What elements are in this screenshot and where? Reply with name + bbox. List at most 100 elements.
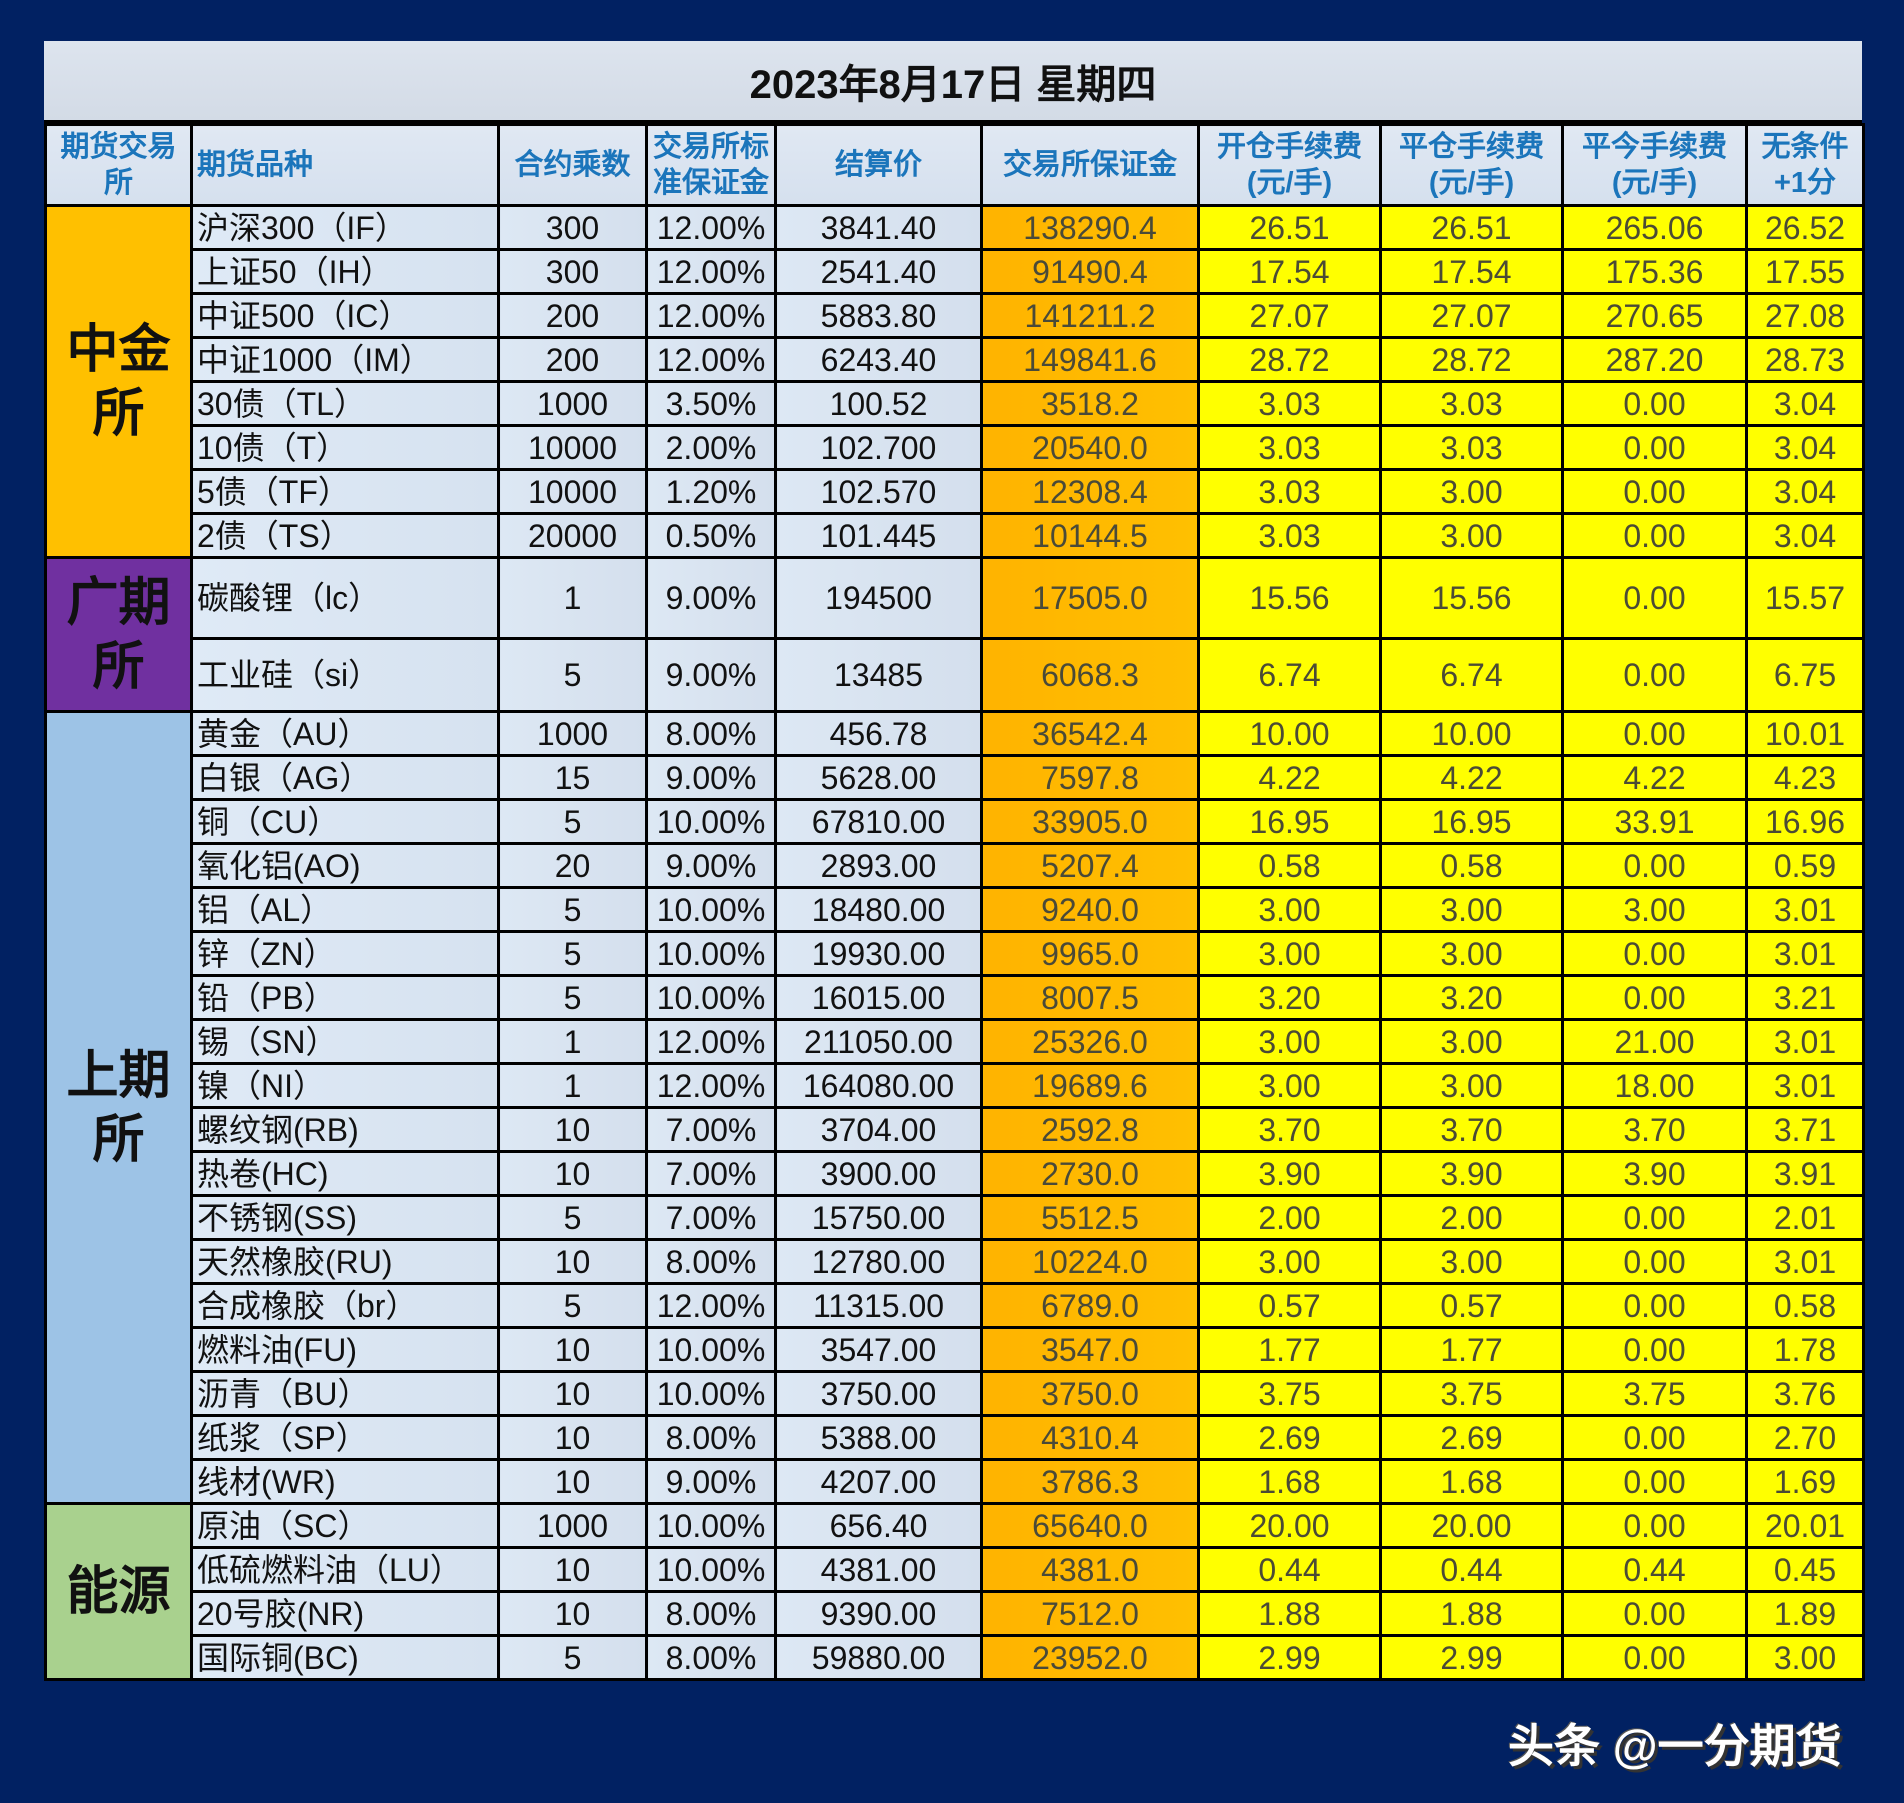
close-fee-cell: 3.00 xyxy=(1379,1062,1564,1109)
multiplier-cell: 300 xyxy=(497,248,648,295)
variety-cell: 铝（AL） xyxy=(190,886,500,933)
table-row: 国际铜(BC) 5 8.00% 59880.00 23952.0 2.99 2.99 0.00… xyxy=(46,1634,1865,1681)
variety-cell: 中证1000（IM） xyxy=(190,336,500,383)
exchange-margin-cell: 3786.3 xyxy=(980,1458,1200,1505)
plus-one-fee-cell: 15.57 xyxy=(1745,556,1865,640)
multiplier-cell: 1000 xyxy=(497,1502,648,1549)
plus-one-fee-cell: 3.71 xyxy=(1745,1106,1865,1153)
variety-cell: 氧化铝(AO) xyxy=(190,842,500,889)
settle-price-cell: 211050.00 xyxy=(774,1018,983,1065)
column-header: 平今手续费 (元/手) xyxy=(1561,123,1748,207)
exchange-margin-cell: 2730.0 xyxy=(980,1150,1200,1197)
settle-price-cell: 19930.00 xyxy=(774,930,983,977)
plus-one-fee-cell: 0.58 xyxy=(1745,1282,1865,1329)
variety-cell: 铅（PB） xyxy=(190,974,500,1021)
close-fee-cell: 3.00 xyxy=(1379,1238,1564,1285)
close-fee-cell: 17.54 xyxy=(1379,248,1564,295)
std-margin-cell: 12.00% xyxy=(645,1062,777,1109)
open-fee-cell: 0.57 xyxy=(1197,1282,1382,1329)
close-today-fee-cell: 0.00 xyxy=(1561,710,1748,757)
table-row: 镍（NI） 1 12.00% 164080.00 19689.6 3.00 3.00 18.0… xyxy=(46,1062,1865,1109)
header-line: (元/手) xyxy=(1428,167,1515,199)
exchange-name: 广期 xyxy=(66,573,171,632)
multiplier-cell: 10000 xyxy=(497,468,648,515)
close-today-fee-cell: 18.00 xyxy=(1561,1062,1748,1109)
open-fee-cell: 26.51 xyxy=(1197,204,1382,251)
variety-cell: 天然橡胶(RU) xyxy=(190,1238,500,1285)
settle-price-cell: 11315.00 xyxy=(774,1282,983,1329)
column-header: 交易所标 准保证金 xyxy=(645,123,777,207)
open-fee-cell: 3.00 xyxy=(1197,1062,1382,1109)
variety-cell: 国际铜(BC) xyxy=(190,1634,500,1681)
open-fee-cell: 2.69 xyxy=(1197,1414,1382,1461)
plus-one-fee-cell: 27.08 xyxy=(1745,292,1865,339)
multiplier-cell: 10000 xyxy=(497,424,648,471)
plus-one-fee-cell: 0.45 xyxy=(1745,1546,1865,1593)
open-fee-cell: 2.99 xyxy=(1197,1634,1382,1681)
open-fee-cell: 28.72 xyxy=(1197,336,1382,383)
exchange-margin-cell: 4310.4 xyxy=(980,1414,1200,1461)
fee-table: 期货交易所期货品种 合约乘数 交易所标 准保证金 结算价 交易所保证金 开仓手续费 (元/手)… xyxy=(44,123,1865,1681)
close-today-fee-cell: 0.00 xyxy=(1561,556,1748,640)
table-row: 中证500（IC） 200 12.00% 5883.80 141211.2 27.07 27… xyxy=(46,292,1865,339)
settle-price-cell: 2541.40 xyxy=(774,248,983,295)
plus-one-fee-cell: 3.01 xyxy=(1745,1062,1865,1109)
table-row: 燃料油(FU) 10 10.00% 3547.00 3547.0 1.77 1.77 0.00… xyxy=(46,1326,1865,1373)
plus-one-fee-cell: 3.01 xyxy=(1745,1018,1865,1065)
multiplier-cell: 10 xyxy=(497,1590,648,1637)
exchange-margin-cell: 141211.2 xyxy=(980,292,1200,339)
std-margin-cell: 9.00% xyxy=(645,754,777,801)
settle-price-cell: 5388.00 xyxy=(774,1414,983,1461)
close-today-fee-cell: 0.00 xyxy=(1561,637,1748,713)
close-fee-cell: 28.72 xyxy=(1379,336,1564,383)
multiplier-cell: 5 xyxy=(497,1194,648,1241)
table-row: 能源 原油（SC） 1000 10.00% 656.40 65640.0 20.00 20.0… xyxy=(44,1502,1865,1681)
close-today-fee-cell: 3.00 xyxy=(1561,886,1748,933)
multiplier-cell: 10 xyxy=(497,1458,648,1505)
plus-one-fee-cell: 1.89 xyxy=(1745,1590,1865,1637)
exchange-margin-cell: 3518.2 xyxy=(980,380,1200,427)
exchange-margin-cell: 19689.6 xyxy=(980,1062,1200,1109)
variety-cell: 5债（TF） xyxy=(190,468,500,515)
plus-one-fee-cell: 2.01 xyxy=(1745,1194,1865,1241)
open-fee-cell: 1.68 xyxy=(1197,1458,1382,1505)
settle-price-cell: 194500 xyxy=(774,556,983,640)
close-today-fee-cell: 0.00 xyxy=(1561,468,1748,515)
table-row: 锡（SN） 1 12.00% 211050.00 25326.0 3.00 3.00 21.0… xyxy=(46,1018,1865,1065)
std-margin-cell: 2.00% xyxy=(645,424,777,471)
open-fee-cell: 16.95 xyxy=(1197,798,1382,845)
plus-one-fee-cell: 1.78 xyxy=(1745,1326,1865,1373)
settle-price-cell: 16015.00 xyxy=(774,974,983,1021)
settle-price-cell: 656.40 xyxy=(774,1502,983,1549)
plus-one-fee-cell: 3.01 xyxy=(1745,1238,1865,1285)
std-margin-cell: 8.00% xyxy=(645,1634,777,1681)
table-row: 5债（TF） 10000 1.20% 102.570 12308.4 3.03 3.00 0.… xyxy=(46,468,1865,515)
close-fee-cell: 1.77 xyxy=(1379,1326,1564,1373)
table-row: 线材(WR) 10 9.00% 4207.00 3786.3 1.68 1.68 0.00 1.… xyxy=(46,1458,1865,1505)
plus-one-fee-cell: 4.23 xyxy=(1745,754,1865,801)
variety-cell: 低硫燃料油（LU） xyxy=(190,1546,500,1593)
exchange-margin-cell: 10144.5 xyxy=(980,512,1200,559)
multiplier-cell: 300 xyxy=(497,204,648,251)
settle-price-cell: 12780.00 xyxy=(774,1238,983,1285)
plus-one-fee-cell: 3.04 xyxy=(1745,468,1865,515)
multiplier-cell: 200 xyxy=(497,336,648,383)
settle-price-cell: 5628.00 xyxy=(774,754,983,801)
close-fee-cell: 26.51 xyxy=(1379,204,1564,251)
settle-price-cell: 3750.00 xyxy=(774,1370,983,1417)
variety-cell: 原油（SC） xyxy=(190,1502,500,1549)
multiplier-cell: 5 xyxy=(497,798,648,845)
std-margin-cell: 10.00% xyxy=(645,798,777,845)
close-fee-cell: 3.70 xyxy=(1379,1106,1564,1153)
close-today-fee-cell: 3.70 xyxy=(1561,1106,1748,1153)
multiplier-cell: 15 xyxy=(497,754,648,801)
open-fee-cell: 15.56 xyxy=(1197,556,1382,640)
close-today-fee-cell: 0.00 xyxy=(1561,1238,1748,1285)
table-row: 螺纹钢(RB) 10 7.00% 3704.00 2592.8 3.70 3.70 3.70 3… xyxy=(46,1106,1865,1153)
settle-price-cell: 164080.00 xyxy=(774,1062,983,1109)
exchange-margin-cell: 7597.8 xyxy=(980,754,1200,801)
settle-price-cell: 5883.80 xyxy=(774,292,983,339)
plus-one-fee-cell: 3.01 xyxy=(1745,930,1865,977)
settle-price-cell: 102.700 xyxy=(774,424,983,471)
close-today-fee-cell: 0.00 xyxy=(1561,1458,1748,1505)
